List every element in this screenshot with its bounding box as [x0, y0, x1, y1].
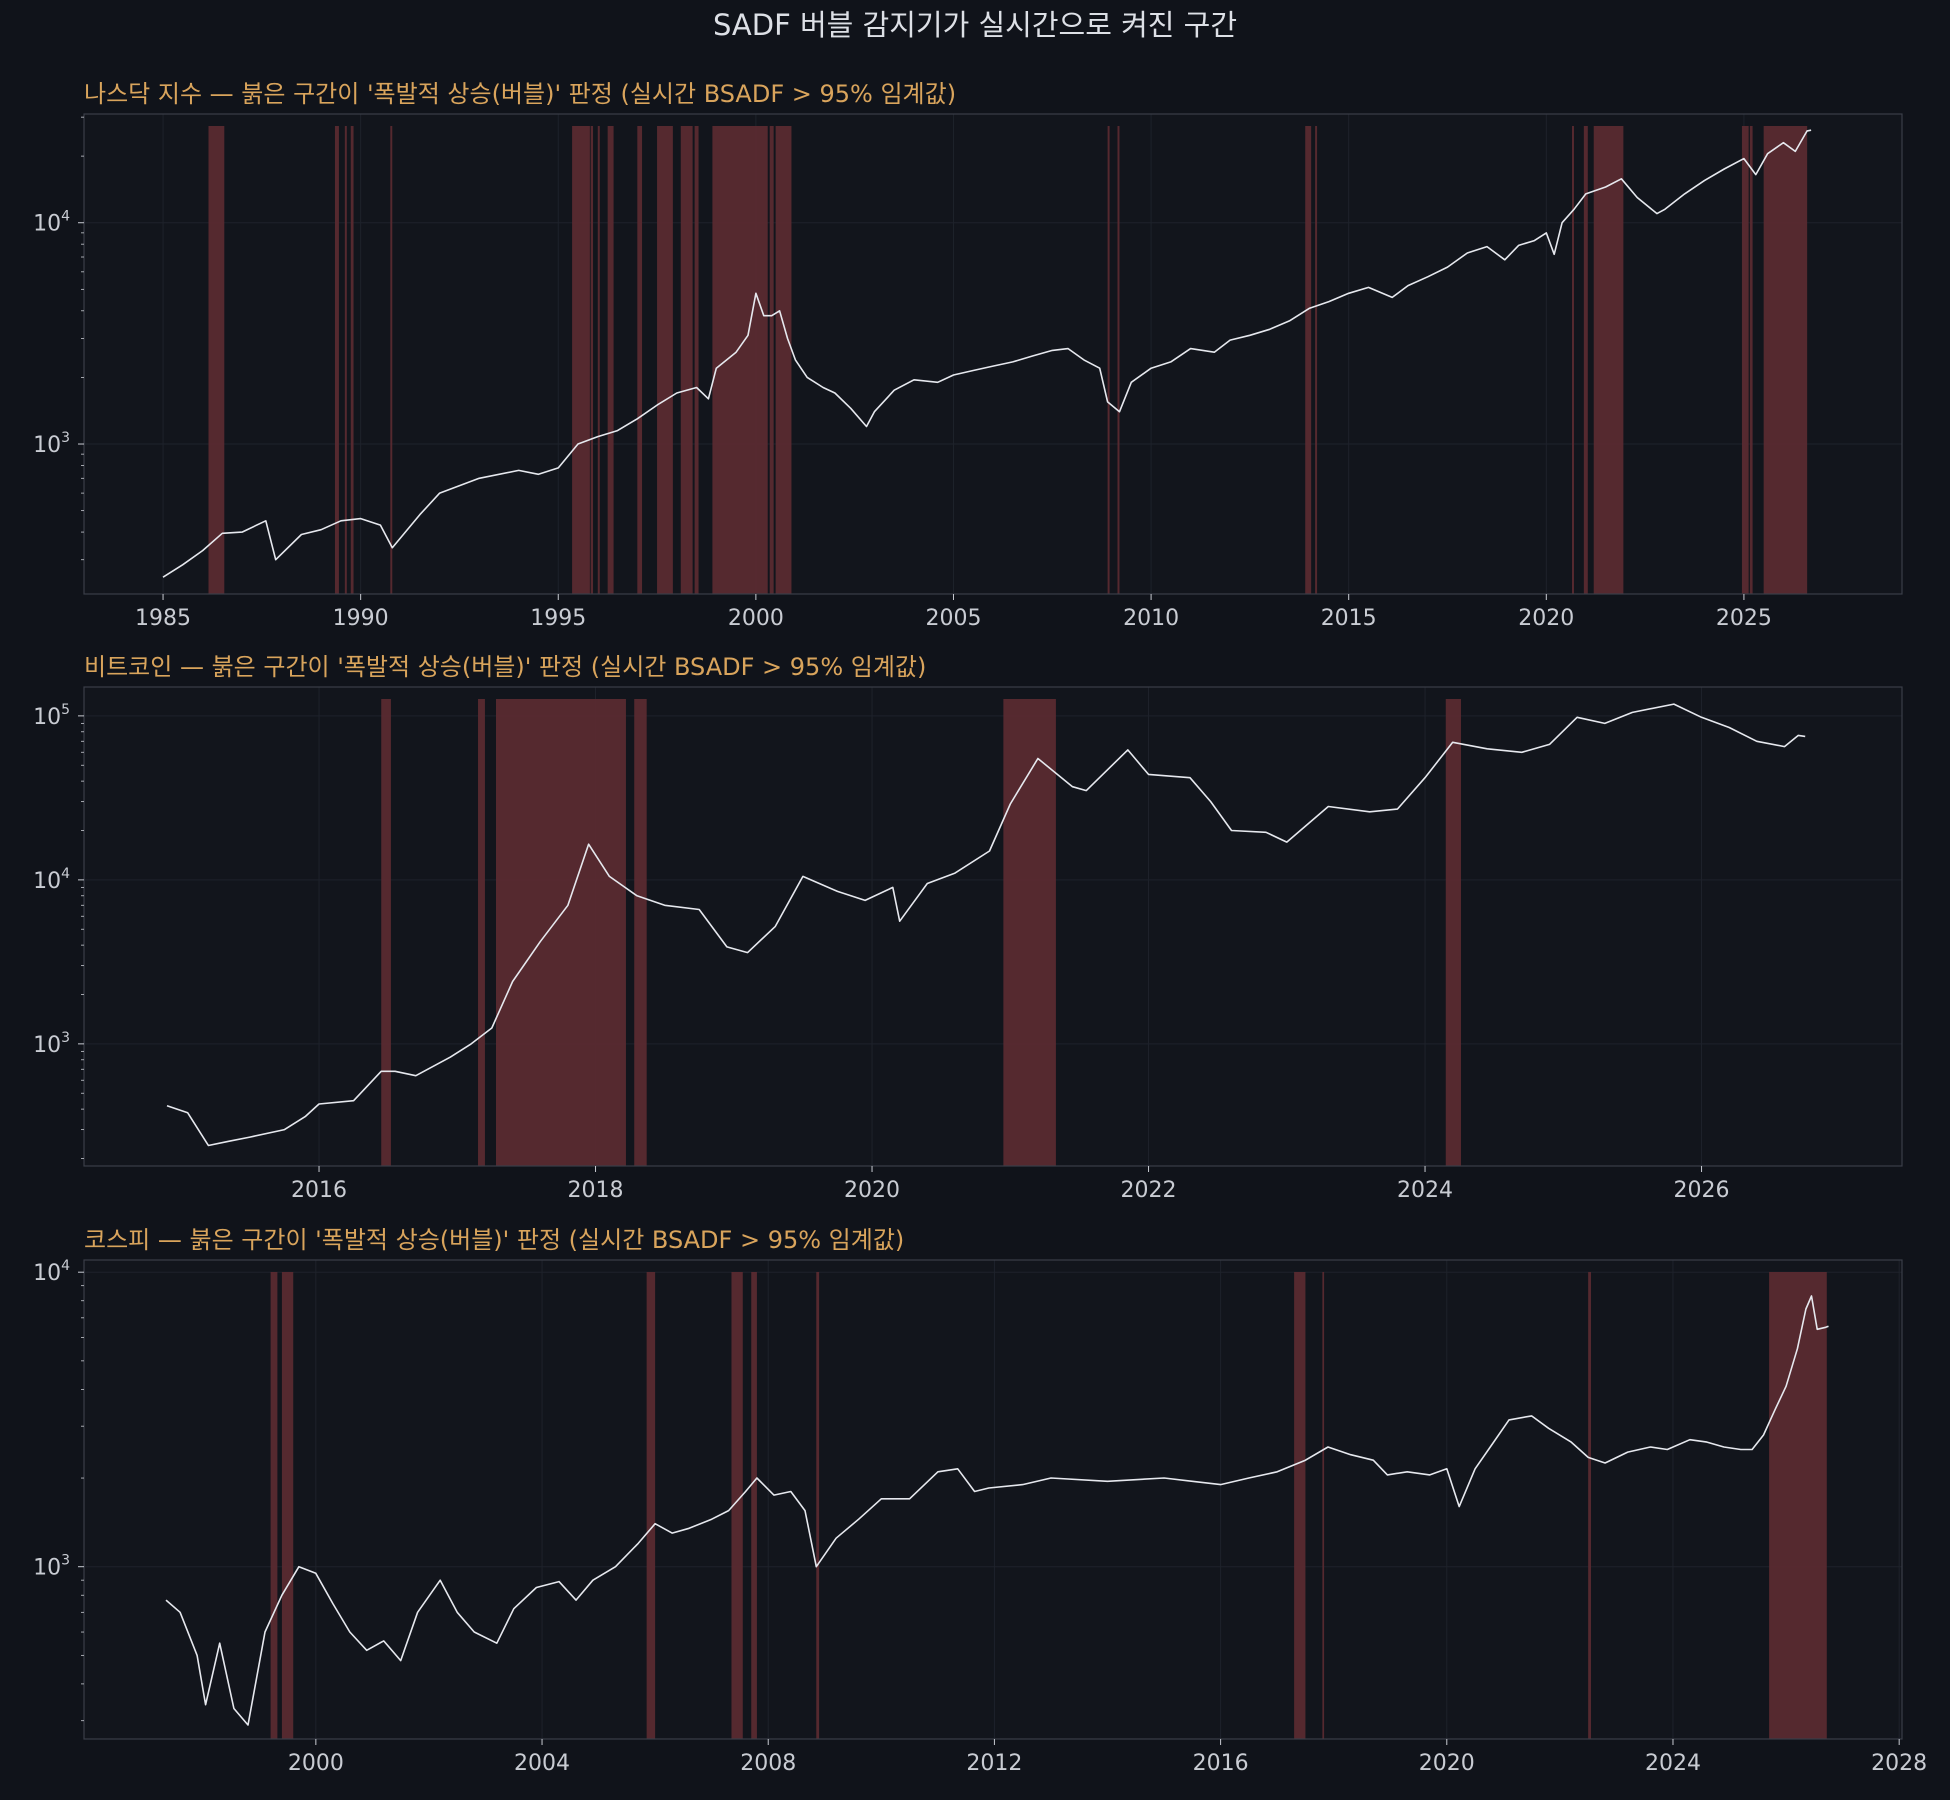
plot-area-kospi: [84, 1260, 1902, 1739]
y-tick-label: 105: [33, 702, 70, 730]
bubble-period: [769, 126, 774, 594]
bubble-period: [1571, 126, 1574, 594]
bubble-period: [694, 126, 699, 594]
x-tick-label: 2020: [844, 1178, 900, 1203]
panel-title-bitcoin: 비트코인 — 붉은 구간이 '폭발적 상승(버블)' 판정 (실시간 BSADF…: [84, 653, 926, 681]
x-tick-label: 2025: [1716, 606, 1772, 631]
x-tick-label: 2010: [1123, 606, 1179, 631]
bubble-period: [1445, 699, 1461, 1166]
x-tick-label: 2020: [1518, 606, 1574, 631]
price-line-bitcoin: [166, 703, 1806, 1147]
bubble-period: [495, 699, 626, 1166]
figure-title: SADF 버블 감지기가 실시간으로 켜진 구간: [712, 8, 1238, 42]
bubble-period: [680, 126, 693, 594]
bubble-period: [334, 126, 339, 594]
x-tick-label: 1985: [135, 606, 191, 631]
bubble-period: [712, 126, 768, 594]
bubble-period: [1117, 126, 1120, 594]
bubble-period: [478, 699, 485, 1166]
x-tick-label: 2004: [514, 1751, 570, 1776]
plot-frame-kospi: [83, 1259, 1903, 1740]
x-tick-label: 2016: [1193, 1751, 1249, 1776]
panel-bitcoin: 2016 2018 2020 2022 2024 2026 103 104 105 비트코인 — …: [33, 653, 1903, 1203]
plot-area-nasdaq: [84, 114, 1902, 594]
bubble-period: [590, 126, 594, 594]
bubble-period: [208, 126, 225, 594]
bubble-period: [1294, 1272, 1306, 1739]
y-tick-label: 103: [33, 1030, 70, 1058]
panel-kospi: 2000 2004 2008 2012 2016 2020 2024 2028 103 104 코스…: [33, 1226, 1927, 1776]
bubble-period: [1305, 126, 1312, 594]
x-tick-label: 1995: [530, 606, 586, 631]
x-tick-label: 2026: [1674, 1178, 1730, 1203]
x-tick-label: 2024: [1397, 1178, 1453, 1203]
bubble-period: [637, 126, 643, 594]
bubble-period: [1322, 1272, 1325, 1739]
x-tick-label: 2024: [1645, 1751, 1701, 1776]
x-tick-label: 2008: [740, 1751, 796, 1776]
x-tick-label: 2012: [966, 1751, 1022, 1776]
x-tick-label: 2005: [925, 606, 981, 631]
y-tick-label: 103: [33, 430, 70, 458]
bubble-period: [1749, 126, 1753, 594]
y-tick-label: 104: [33, 866, 70, 894]
bubble-period: [1741, 126, 1749, 594]
bubble-period: [751, 1272, 757, 1739]
bubble-period: [572, 126, 590, 594]
plot-area-bitcoin: [84, 687, 1902, 1166]
bubble-period: [597, 126, 600, 594]
bubble-period: [731, 1272, 743, 1739]
x-tick-label: 2015: [1321, 606, 1377, 631]
bubble-period: [1315, 126, 1318, 594]
x-tick-label: 2016: [291, 1178, 347, 1203]
y-tick-label: 104: [33, 209, 70, 237]
bubble-period: [775, 126, 792, 594]
x-tick-label: 1990: [333, 606, 389, 631]
x-tick-label: 2022: [1121, 1178, 1177, 1203]
x-tick-label: 2028: [1871, 1751, 1927, 1776]
panel-title-kospi: 코스피 — 붉은 구간이 '폭발적 상승(버블)' 판정 (실시간 BSADF …: [84, 1226, 904, 1254]
bubble-period: [1003, 699, 1056, 1166]
x-tick-label: 2020: [1419, 1751, 1475, 1776]
bubble-period: [1763, 126, 1808, 594]
plot-frame-nasdaq: [83, 113, 1903, 595]
bubble-period: [381, 699, 391, 1166]
plot-frame-bitcoin: [83, 686, 1903, 1167]
bubble-period: [1593, 126, 1624, 594]
x-tick-label: 2000: [288, 1751, 344, 1776]
x-tick-label: 2000: [728, 606, 784, 631]
bubble-period: [270, 1272, 278, 1739]
bubble-period: [646, 1272, 656, 1739]
y-tick-label: 103: [33, 1553, 70, 1581]
bubble-period: [816, 1272, 820, 1739]
bubble-period: [344, 126, 347, 594]
bubble-period: [607, 126, 614, 594]
bubble-period: [350, 126, 354, 594]
bubble-period: [1107, 126, 1110, 594]
panel-title-nasdaq: 나스닥 지수 — 붉은 구간이 '폭발적 상승(버블)' 판정 (실시간 BSA…: [84, 80, 956, 108]
price-line-kospi: [165, 1295, 1829, 1726]
bubble-period: [634, 699, 647, 1166]
y-tick-label: 104: [33, 1258, 70, 1286]
x-tick-label: 2018: [568, 1178, 624, 1203]
bubble-period: [1583, 126, 1588, 594]
panel-nasdaq: 1985 1990 1995 2000 2005 2010 2015 2020 2025 103 1…: [33, 80, 1903, 631]
price-line-nasdaq: [162, 129, 1812, 578]
bubble-period: [1769, 1272, 1827, 1739]
bubble-period: [390, 126, 393, 594]
bubble-period: [281, 1272, 294, 1739]
bubble-period: [1588, 1272, 1591, 1739]
bubble-period: [657, 126, 673, 594]
